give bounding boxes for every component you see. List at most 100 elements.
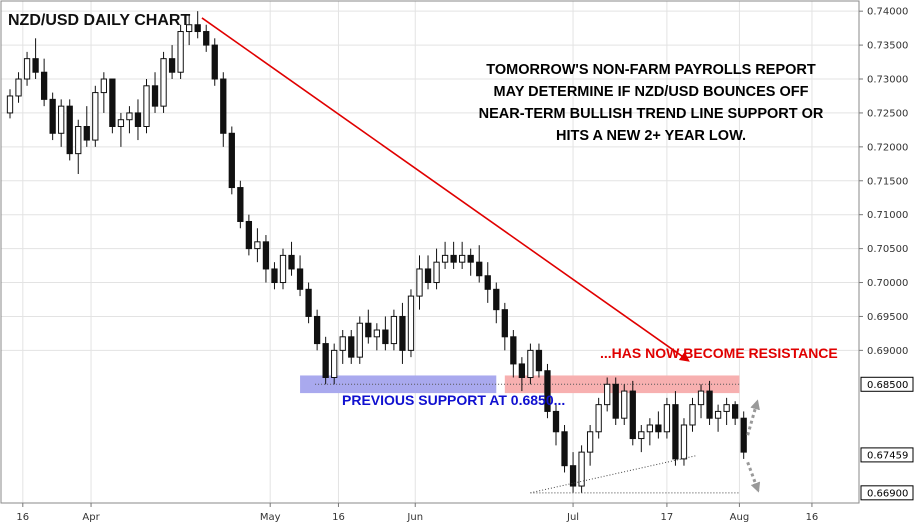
candle-body — [305, 288, 312, 317]
y-tick-label: 0.74000 — [867, 7, 908, 18]
candle-body — [638, 431, 645, 440]
y-tick-label: 0.73000 — [867, 75, 908, 86]
candle-body — [578, 451, 585, 487]
candle-body — [544, 370, 551, 412]
candle-body — [296, 268, 304, 290]
candle-body — [271, 268, 278, 284]
candle-body — [467, 254, 474, 263]
candle-body — [322, 343, 329, 379]
candle-body — [66, 105, 73, 155]
candle-body — [134, 112, 142, 128]
candle-body — [203, 31, 210, 46]
y-axis: 0.74000 0.73500 0.73000 0.72500 0.72000 0.715… — [859, 7, 914, 501]
candle-body — [126, 112, 133, 121]
candle-body — [58, 105, 65, 134]
x-tick-label: May — [260, 512, 281, 523]
y-tick-label: 0.69000 — [867, 346, 908, 357]
candle-body — [586, 431, 594, 453]
y-tick-label: 0.70000 — [867, 278, 908, 289]
candle-body — [723, 404, 730, 412]
candle-body — [262, 241, 270, 270]
note-line-2: MAY DETERMINE IF NZD/USD BOUNCES OFF — [494, 84, 809, 100]
candle-body — [561, 431, 568, 467]
y-price-tag-label: 0.66900 — [867, 488, 908, 499]
annotation-texts: NZD/USD DAILY CHART TOMORROW'S NON-FARM … — [8, 12, 838, 408]
candle-body — [714, 410, 722, 419]
candle-body — [143, 85, 150, 127]
candle-body — [211, 44, 218, 80]
candle-body — [527, 349, 534, 379]
candle-body — [339, 336, 346, 351]
y-tick-label: 0.73500 — [867, 41, 908, 52]
candle-body — [177, 31, 184, 73]
candle-body — [476, 261, 483, 277]
candle-body — [655, 424, 662, 433]
candle-body — [416, 268, 423, 297]
candle-body — [595, 404, 602, 433]
candle-body — [740, 417, 747, 453]
candle-body — [348, 336, 355, 358]
candle-body — [168, 58, 176, 73]
x-tick-label: 16 — [332, 512, 345, 523]
candle-body — [732, 404, 739, 419]
overlays — [201, 17, 761, 494]
y-tick-label: 0.72000 — [867, 142, 908, 153]
x-tick-label: 17 — [661, 512, 674, 523]
y-price-tag-label: 0.67459 — [867, 450, 908, 461]
y-tick-label: 0.71000 — [867, 210, 908, 221]
candle-body — [331, 349, 338, 379]
y-tick-label: 0.69500 — [867, 312, 908, 323]
x-tick-label: Jul — [566, 512, 579, 523]
candle-body — [621, 390, 628, 419]
candle-body — [356, 322, 363, 358]
candle-body — [518, 363, 526, 379]
y-price-tag-box — [860, 485, 914, 501]
y-tick-label: 0.70500 — [867, 244, 908, 255]
candle-body — [612, 383, 619, 419]
y-price-tag-box — [860, 447, 914, 463]
support-label: PREVIOUS SUPPORT AT 0.6850... — [342, 392, 565, 408]
candle-body — [32, 58, 39, 73]
y-tick-label: 0.72500 — [867, 108, 908, 119]
candle-body — [117, 119, 125, 128]
candle-body — [433, 261, 440, 284]
candle-body — [100, 78, 107, 94]
candle-body — [245, 220, 253, 250]
x-tick-label: Jun — [406, 512, 423, 523]
note-line-1: TOMORROW'S NON-FARM PAYROLLS REPORT — [486, 62, 816, 78]
candle-body — [424, 268, 432, 284]
x-tick-label: Aug — [730, 512, 750, 523]
candle-body — [15, 78, 22, 97]
candle-body — [254, 241, 261, 250]
note-line-4: HITS A NEW 2+ YEAR LOW. — [556, 128, 746, 144]
candle-body — [160, 58, 167, 107]
candle-body — [109, 78, 116, 127]
x-axis: 16 Apr May 16 Jun Jul 17 Aug 16 — [16, 503, 818, 523]
candle-body — [220, 78, 227, 134]
candle-body — [629, 390, 636, 440]
breakdown-projection-arrow — [746, 461, 761, 493]
candle-body — [151, 85, 159, 107]
candle-body — [484, 275, 491, 290]
candle-body — [6, 95, 14, 114]
candle-body — [237, 187, 244, 222]
candle-body — [689, 404, 696, 426]
candle-body — [672, 404, 679, 460]
candle-body — [450, 254, 457, 263]
candle-body — [501, 309, 508, 338]
x-tick-label: 16 — [16, 512, 29, 523]
candle-body — [186, 24, 193, 33]
candle-body — [40, 71, 48, 100]
candles — [6, 11, 747, 493]
resistance-label: ...HAS NOW BECOME RESISTANCE — [600, 345, 838, 361]
candle-body — [390, 315, 398, 345]
candle-body — [706, 390, 713, 419]
candle-body — [365, 322, 372, 338]
x-tick-label: Apr — [82, 512, 100, 523]
chart-title: NZD/USD DAILY CHART — [8, 12, 190, 29]
candle-body — [535, 349, 543, 372]
candle-body — [279, 254, 287, 284]
candle-body — [441, 254, 449, 263]
candle-body — [697, 390, 705, 406]
note-line-3: NEAR-TERM BULLISH TREND LINE SUPPORT OR — [479, 106, 824, 122]
